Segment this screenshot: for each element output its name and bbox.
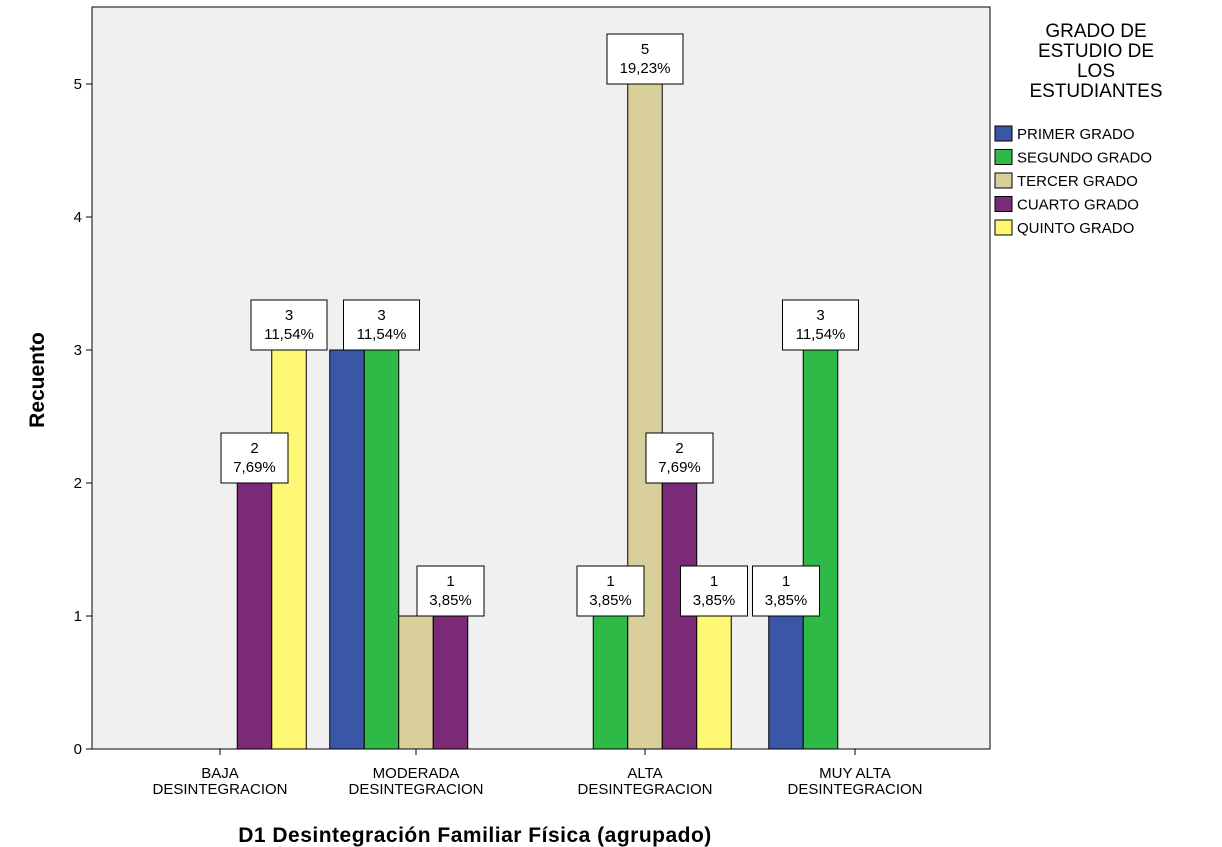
x-axis-title: D1 Desintegración Familiar Física (agrup…	[238, 824, 712, 847]
legend-label: TERCER GRADO	[1017, 173, 1138, 190]
data-label: 1 3,85%	[680, 565, 748, 617]
data-label: 1 3,85%	[576, 565, 645, 617]
legend-label: SEGUNDO GRADO	[1017, 150, 1152, 167]
bar	[236, 482, 273, 750]
y-tick-label: 5	[74, 76, 82, 93]
bars-layer	[236, 83, 839, 750]
plot-area	[91, 6, 991, 750]
legend-label: PRIMER GRADO	[1017, 126, 1135, 143]
data-label: 3 11,54%	[782, 299, 859, 351]
data-label-percent: 3,85%	[429, 592, 472, 609]
data-label-percent: 11,54%	[357, 326, 407, 343]
y-tick-label: 3	[74, 342, 82, 359]
x-tick-label: ALTA DESINTEGRACION	[577, 765, 712, 798]
data-label-percent: 7,69%	[233, 459, 276, 476]
data-label-percent: 19,23%	[620, 60, 671, 77]
data-label-percent: 11,54%	[264, 326, 314, 343]
legend-swatch	[994, 125, 1013, 142]
data-label-count: 1	[782, 573, 790, 590]
y-axis-title: Recuento	[26, 332, 49, 428]
data-label-percent: 3,85%	[589, 592, 632, 609]
x-tick-label: MUY ALTA DESINTEGRACION	[787, 765, 922, 798]
data-label-count: 3	[816, 307, 824, 324]
legend-swatch	[994, 172, 1013, 189]
data-label-count: 3	[377, 307, 385, 324]
data-label-count: 1	[606, 573, 614, 590]
data-label-percent: 11,54%	[796, 326, 846, 343]
data-label-count: 2	[250, 440, 258, 457]
y-tick-label: 1	[74, 608, 82, 625]
x-tick-label: MODERADA DESINTEGRACION	[348, 765, 483, 798]
data-label-percent: 7,69%	[658, 459, 701, 476]
legend-swatch	[994, 149, 1013, 165]
y-tick-label: 2	[74, 475, 82, 492]
data-label-percent: 3,85%	[693, 592, 736, 609]
data-labels-layer: 1 3,85% 3 11,54% 1 3,85% 3 11,54% 5 19,23% 2 7,69% 1…	[220, 33, 859, 617]
data-label-count: 1	[446, 573, 454, 590]
data-label: 3 11,54%	[250, 299, 328, 351]
data-label: 5 19,23%	[606, 33, 684, 85]
data-label: 3 11,54%	[343, 299, 420, 351]
legend-title-line: ESTUDIO DE	[1038, 41, 1154, 62]
legend-item: TERCER GRADO	[994, 172, 1138, 190]
data-label: 1 3,85%	[416, 565, 485, 617]
x-tick-label: BAJA DESINTEGRACION	[152, 765, 287, 798]
bar	[802, 349, 839, 750]
data-label: 2 7,69%	[645, 432, 714, 484]
bar	[768, 615, 804, 750]
legend-swatch	[994, 219, 1013, 236]
y-tick-label: 0	[74, 741, 82, 758]
data-label-count: 1	[710, 573, 718, 590]
y-axis: 0 1 2 3 4 5	[74, 7, 93, 758]
data-label-count: 2	[675, 440, 683, 457]
legend-item: PRIMER GRADO	[994, 125, 1135, 143]
legend-swatch	[994, 196, 1013, 212]
bar	[329, 349, 365, 750]
data-label: 1 3,85%	[752, 565, 820, 617]
data-label-count: 3	[285, 307, 293, 324]
x-axis: BAJA DESINTEGRACION MODERADA DESINTEGRACION…	[152, 749, 923, 798]
bar	[432, 615, 469, 750]
legend-item: SEGUNDO GRADO	[994, 149, 1152, 167]
data-label: 2 7,69%	[220, 432, 289, 484]
legend-item: CUARTO GRADO	[994, 196, 1139, 214]
legend-item: QUINTO GRADO	[994, 219, 1134, 237]
bar	[363, 349, 400, 750]
legend-title-line: ESTUDIANTES	[1029, 81, 1162, 102]
bar	[696, 615, 732, 750]
bar	[398, 615, 434, 750]
data-label-percent: 3,85%	[765, 592, 808, 609]
legend-label: QUINTO GRADO	[1017, 220, 1134, 237]
y-tick-label: 4	[74, 209, 82, 226]
bar	[592, 615, 629, 750]
bar	[271, 349, 307, 750]
legend-title-line: LOS	[1077, 61, 1115, 82]
legend-label: CUARTO GRADO	[1017, 197, 1139, 214]
legend-title-line: GRADO DE	[1045, 21, 1146, 42]
bar	[627, 83, 663, 750]
data-label-count: 5	[641, 41, 649, 58]
